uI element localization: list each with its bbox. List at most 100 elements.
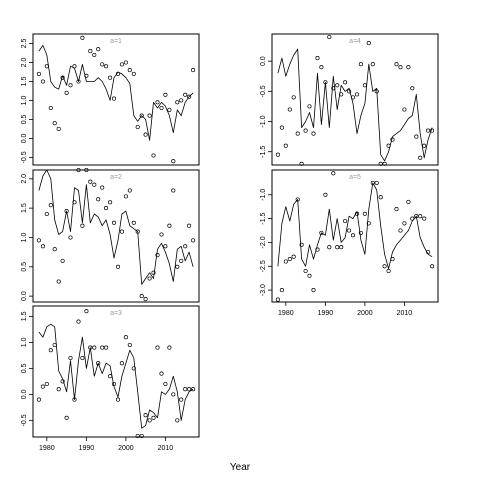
data-point bbox=[104, 64, 109, 69]
data-point bbox=[131, 366, 136, 371]
panel-frame bbox=[271, 33, 439, 166]
data-point bbox=[115, 71, 121, 76]
data-point bbox=[374, 89, 379, 94]
panel-frame bbox=[32, 33, 200, 166]
data-point bbox=[163, 244, 168, 249]
data-point bbox=[96, 197, 101, 202]
data-point bbox=[139, 294, 144, 299]
data-point bbox=[119, 361, 124, 366]
data-point bbox=[100, 345, 105, 350]
data-point bbox=[362, 211, 367, 216]
data-point bbox=[36, 397, 41, 402]
data-point bbox=[143, 132, 148, 137]
y-tick-label: -1.5 bbox=[260, 212, 267, 224]
data-point bbox=[354, 92, 360, 97]
data-point bbox=[390, 257, 395, 262]
data-point bbox=[331, 86, 336, 91]
data-point bbox=[175, 264, 180, 269]
data-point bbox=[350, 95, 356, 100]
data-point bbox=[339, 92, 344, 97]
data-point bbox=[279, 125, 284, 130]
data-point bbox=[279, 288, 284, 293]
data-point bbox=[191, 387, 196, 392]
data-point bbox=[191, 68, 196, 73]
data-point bbox=[331, 171, 336, 176]
data-point bbox=[68, 235, 73, 240]
data-point bbox=[151, 415, 156, 420]
y-tick-label: 1.5 bbox=[21, 311, 28, 321]
data-point bbox=[119, 62, 124, 67]
data-point bbox=[40, 244, 45, 249]
data-point bbox=[378, 195, 383, 200]
data-point bbox=[88, 179, 93, 184]
data-point bbox=[303, 128, 308, 133]
data-point bbox=[179, 98, 184, 103]
data-point bbox=[64, 90, 69, 95]
data-point bbox=[295, 131, 300, 136]
data-point bbox=[108, 75, 113, 80]
data-point bbox=[100, 185, 105, 190]
data-point bbox=[390, 137, 395, 142]
data-point bbox=[422, 216, 427, 221]
data-point bbox=[115, 397, 121, 402]
y-tick-label: -2.0 bbox=[260, 236, 267, 248]
data-point bbox=[327, 245, 332, 250]
data-point bbox=[335, 83, 340, 88]
data-point bbox=[127, 342, 132, 348]
data-point bbox=[76, 167, 81, 173]
panel-label: a=3 bbox=[110, 310, 122, 317]
data-point bbox=[155, 100, 160, 105]
y-tick-label: -1.5 bbox=[260, 146, 267, 158]
y-tick-label: 1.0 bbox=[21, 337, 28, 347]
data-point bbox=[84, 309, 89, 314]
data-point bbox=[167, 223, 172, 228]
data-point bbox=[414, 134, 419, 139]
data-point bbox=[426, 249, 431, 255]
data-point bbox=[151, 270, 156, 275]
series-line bbox=[38, 169, 194, 285]
data-point bbox=[92, 52, 97, 57]
y-tick-label: 0.0 bbox=[21, 291, 28, 301]
data-point bbox=[36, 238, 41, 243]
data-point bbox=[48, 203, 53, 208]
data-point bbox=[104, 345, 109, 350]
data-point bbox=[374, 180, 379, 185]
data-point bbox=[287, 107, 292, 112]
data-point bbox=[52, 247, 57, 252]
data-point bbox=[366, 41, 371, 46]
data-point bbox=[64, 415, 69, 420]
data-point bbox=[299, 161, 304, 166]
data-point bbox=[80, 223, 85, 228]
data-point bbox=[131, 220, 136, 225]
data-point bbox=[131, 71, 136, 76]
data-point bbox=[44, 381, 49, 387]
x-tick-label: 1980 bbox=[39, 445, 55, 452]
data-point bbox=[335, 245, 340, 250]
data-point bbox=[68, 83, 73, 88]
data-point bbox=[366, 221, 371, 226]
data-point bbox=[135, 124, 140, 130]
data-point bbox=[104, 206, 109, 211]
data-point bbox=[347, 89, 352, 94]
data-point bbox=[84, 167, 89, 173]
data-point bbox=[362, 83, 367, 88]
panel-3: a=3 -0.5 0.0 0.5 1.0 1.5 1980 1990 2000 2010 bbox=[21, 305, 200, 452]
data-point bbox=[299, 242, 304, 247]
data-point bbox=[402, 221, 407, 226]
data-point bbox=[52, 121, 57, 126]
data-point bbox=[44, 211, 49, 217]
panel-2: a=2 0.0 0.5 1.0 1.5 2.0 bbox=[21, 167, 200, 303]
data-point bbox=[108, 374, 113, 379]
panel-1: a=1 -0.5 0.0 0.5 1.0 1.5 2.0 2.5 bbox=[21, 33, 200, 166]
data-point bbox=[147, 276, 152, 281]
data-point bbox=[370, 62, 375, 67]
data-point bbox=[56, 126, 61, 131]
data-point bbox=[159, 371, 164, 376]
data-point bbox=[430, 128, 435, 133]
data-point bbox=[378, 161, 383, 166]
series-line bbox=[38, 323, 194, 429]
data-point bbox=[311, 288, 316, 293]
series-line bbox=[277, 48, 433, 162]
y-tick-label: 2.0 bbox=[21, 174, 28, 184]
